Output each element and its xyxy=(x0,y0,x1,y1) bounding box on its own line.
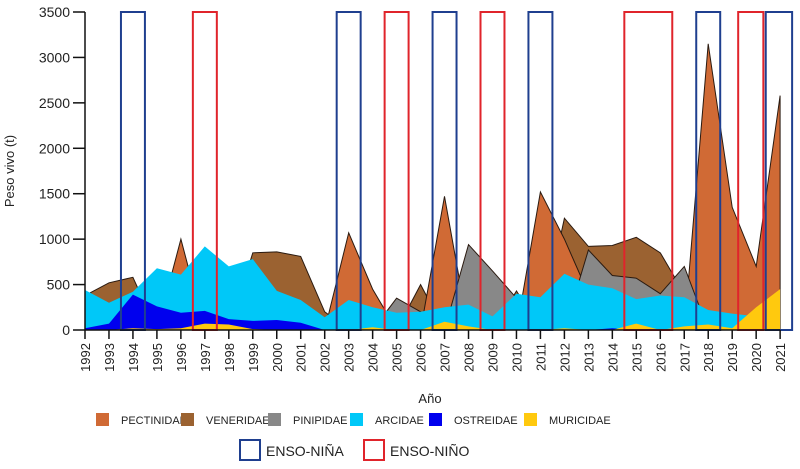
x-tick-label: 2018 xyxy=(701,343,716,372)
x-tick-label: 2009 xyxy=(485,343,500,372)
x-tick-label: 2021 xyxy=(773,343,788,372)
legend-label-veneridae: VENERIDAE xyxy=(206,415,270,427)
x-tick-label: 2013 xyxy=(581,343,596,372)
legend-label-muricidae: MURICIDAE xyxy=(549,415,611,427)
legend-swatch-ostreidae xyxy=(429,413,442,426)
y-tick-label: 0 xyxy=(62,322,70,338)
y-tick-label: 1500 xyxy=(39,186,70,202)
x-tick-label: 2014 xyxy=(605,343,620,372)
legend-label-arcidae: ARCIDAE xyxy=(375,415,424,427)
x-tick-label: 2005 xyxy=(390,343,405,372)
legend-label-enso-nina: ENSO-NIÑA xyxy=(266,443,344,459)
legend-swatch-arcidae xyxy=(350,413,363,426)
x-tick-label: 2007 xyxy=(438,343,453,372)
x-tick-label: 1997 xyxy=(198,343,213,372)
enso-nino-box xyxy=(383,11,410,331)
x-tick-label: 2019 xyxy=(725,343,740,372)
x-tick-label: 1998 xyxy=(222,343,237,372)
y-axis-label: Peso vivo (t) xyxy=(2,135,17,207)
x-tick-label: 1999 xyxy=(246,343,261,372)
x-tick-label: 2002 xyxy=(318,343,333,372)
x-tick-label: 2003 xyxy=(342,343,357,372)
x-tick-label: 2004 xyxy=(366,343,381,372)
y-tick-label: 3500 xyxy=(39,4,70,20)
x-tick-label: 2000 xyxy=(270,343,285,372)
legend-swatch-veneridae xyxy=(181,413,194,426)
y-tick-label: 2000 xyxy=(39,140,70,156)
legend-swatch-pectinidae xyxy=(96,413,109,426)
legend-swatch-enso-nino xyxy=(363,439,385,461)
x-tick-label: 1996 xyxy=(174,343,189,372)
x-tick-label: 2020 xyxy=(749,343,764,372)
legend-swatch-muricidae xyxy=(524,413,537,426)
legend-label-enso-nino: ENSO-NIÑO xyxy=(390,443,469,459)
x-tick-label: 2001 xyxy=(294,343,309,372)
x-tick-label: 2011 xyxy=(533,343,548,371)
x-tick-label: 2015 xyxy=(629,343,644,372)
legend-swatch-pinipidae xyxy=(268,413,281,426)
x-tick-label: 2017 xyxy=(677,343,692,372)
x-tick-label: 2012 xyxy=(557,343,572,372)
axes: 0 500 1000 1500 2000 2500 3000 3500 1992 1993 1994… xyxy=(39,4,788,372)
y-tick-label: 2500 xyxy=(39,95,70,111)
x-tick-label: 2016 xyxy=(653,343,668,372)
legend-label-ostreidae: OSTREIDAE xyxy=(454,415,518,427)
x-tick-label: 1992 xyxy=(78,343,93,372)
x-tick-label: 1993 xyxy=(102,343,117,372)
area-muricidae xyxy=(85,289,781,330)
legend-label-pectinidae: PECTINIDAE xyxy=(121,415,187,427)
legend-label-pinipidae: PINIPIDAE xyxy=(293,415,347,427)
enso-legend: ENSO-NIÑA ENSO-NIÑO xyxy=(239,439,469,461)
y-tick-label: 500 xyxy=(47,277,71,293)
y-tick-label: 1000 xyxy=(39,231,70,247)
area-ostreidae xyxy=(85,294,781,330)
x-tick-label: 2010 xyxy=(509,343,524,372)
x-axis-label: Año xyxy=(418,391,441,406)
legend: PECTINIDAE VENERIDAE PINIPIDAE ARCIDAE OSTRE… xyxy=(96,413,611,427)
x-tick-label: 1995 xyxy=(150,343,165,372)
x-tick-label: 1994 xyxy=(126,343,141,372)
x-tick-label: 2008 xyxy=(462,343,477,372)
x-tick-label: 2006 xyxy=(414,343,429,372)
area-arcidae xyxy=(85,246,781,330)
y-tick-label: 3000 xyxy=(39,49,70,65)
legend-swatch-enso-nina xyxy=(239,439,261,461)
